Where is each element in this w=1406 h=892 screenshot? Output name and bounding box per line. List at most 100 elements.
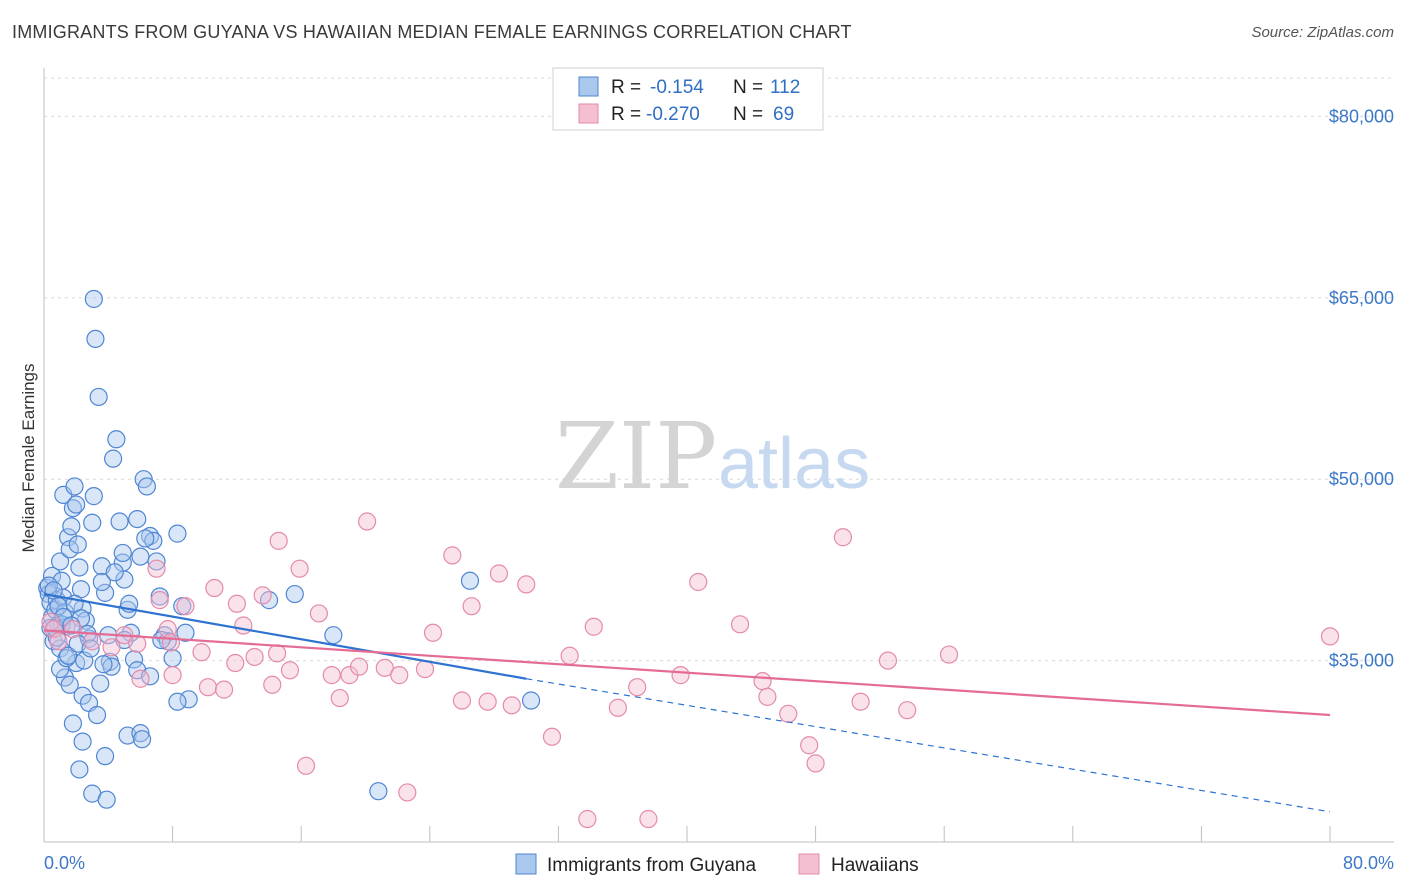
- data-point: [322, 666, 341, 685]
- data-point: [132, 730, 152, 749]
- data-point: [245, 647, 264, 667]
- data-point: [163, 649, 182, 668]
- data-point: [42, 566, 62, 586]
- data-point: [521, 691, 541, 710]
- data-point: [280, 661, 300, 680]
- y-tick-label: $50,000: [1329, 469, 1394, 489]
- x-tick-label-max: 80.0%: [1343, 853, 1394, 873]
- data-point: [730, 615, 750, 634]
- data-point: [851, 692, 870, 711]
- data-point: [131, 547, 150, 566]
- data-point: [60, 675, 79, 694]
- data-point: [86, 329, 105, 348]
- data-point: [81, 639, 100, 658]
- data-point: [95, 583, 115, 602]
- data-point: [84, 487, 103, 506]
- data-point: [140, 526, 160, 546]
- trend-lines: [43, 592, 1331, 813]
- bottom-legend-swatch-blue: [515, 853, 537, 875]
- data-point: [205, 578, 224, 598]
- data-point: [309, 604, 328, 623]
- data-point: [70, 558, 89, 577]
- data-point: [478, 692, 497, 711]
- data-point: [443, 546, 462, 565]
- data-point: [398, 783, 417, 802]
- data-point: [49, 632, 68, 651]
- data-point: [168, 692, 187, 711]
- data-point: [560, 646, 579, 665]
- data-point: [147, 552, 166, 571]
- data-point: [83, 632, 102, 651]
- data-point: [269, 531, 288, 550]
- data-point: [176, 623, 195, 642]
- data-point: [59, 646, 78, 665]
- data-point: [161, 633, 181, 652]
- data-point: [107, 430, 126, 449]
- watermark-atlas: atlas: [718, 424, 870, 504]
- data-point: [137, 477, 156, 496]
- data-point: [105, 563, 124, 582]
- data-point: [198, 678, 218, 697]
- data-point: [939, 645, 959, 664]
- bottom-legend-label-guyana: Immigrants from Guyana: [547, 855, 756, 876]
- data-point: [104, 449, 123, 468]
- data-point: [176, 597, 195, 616]
- data-point: [1320, 627, 1340, 646]
- data-point: [131, 669, 150, 688]
- data-point: [800, 736, 819, 755]
- data-point: [73, 732, 92, 751]
- data-point: [192, 643, 211, 662]
- data-point: [50, 552, 70, 571]
- data-point: [502, 696, 521, 715]
- data-point: [227, 594, 246, 613]
- data-point: [324, 626, 343, 645]
- legend-n-label-blue: N =: [733, 77, 763, 98]
- data-point: [65, 477, 84, 496]
- data-point: [779, 704, 798, 723]
- trend-line-guyana-extension: [526, 678, 1331, 813]
- data-point: [136, 529, 155, 548]
- data-point: [83, 513, 102, 532]
- data-point: [70, 760, 89, 779]
- legend-swatch-pink: [578, 103, 599, 124]
- series-guyana: [38, 289, 541, 809]
- data-point: [226, 653, 245, 673]
- legend-n-label-pink: N =: [733, 104, 763, 125]
- data-point: [128, 634, 147, 653]
- data-point: [50, 659, 70, 679]
- data-point: [639, 809, 658, 829]
- data-point: [296, 756, 316, 775]
- y-tick-label: $65,000: [1329, 288, 1394, 308]
- legend-swatch-blue: [578, 76, 599, 97]
- data-point: [94, 655, 113, 674]
- data-point: [63, 714, 83, 733]
- data-point: [489, 564, 509, 583]
- data-point: [375, 658, 394, 677]
- data-point: [806, 754, 825, 773]
- data-point: [878, 651, 898, 670]
- data-point: [84, 289, 103, 309]
- data-point: [460, 571, 480, 590]
- gridlines: [44, 77, 1394, 662]
- data-point: [102, 638, 121, 657]
- data-point: [253, 586, 272, 605]
- stats-legend: R = -0.154 N = 112 R = -0.270 N = 69: [552, 67, 824, 131]
- data-point: [76, 611, 95, 630]
- data-point: [542, 727, 562, 746]
- legend-r-value-blue: -0.154: [650, 77, 704, 98]
- data-point: [97, 790, 116, 809]
- data-point: [462, 597, 481, 616]
- data-point: [89, 387, 108, 407]
- data-point: [423, 623, 443, 642]
- data-point: [150, 591, 169, 610]
- data-point: [358, 512, 377, 531]
- watermark-zip: ZIP: [555, 403, 717, 510]
- data-point: [147, 559, 166, 578]
- series-hawaiians: [41, 512, 1340, 829]
- data-point: [753, 672, 772, 691]
- series-legend: Immigrants from Guyana Hawaiians: [515, 853, 919, 876]
- data-point: [95, 747, 115, 766]
- data-point: [44, 620, 63, 639]
- legend-r-label-pink: R =: [611, 104, 641, 125]
